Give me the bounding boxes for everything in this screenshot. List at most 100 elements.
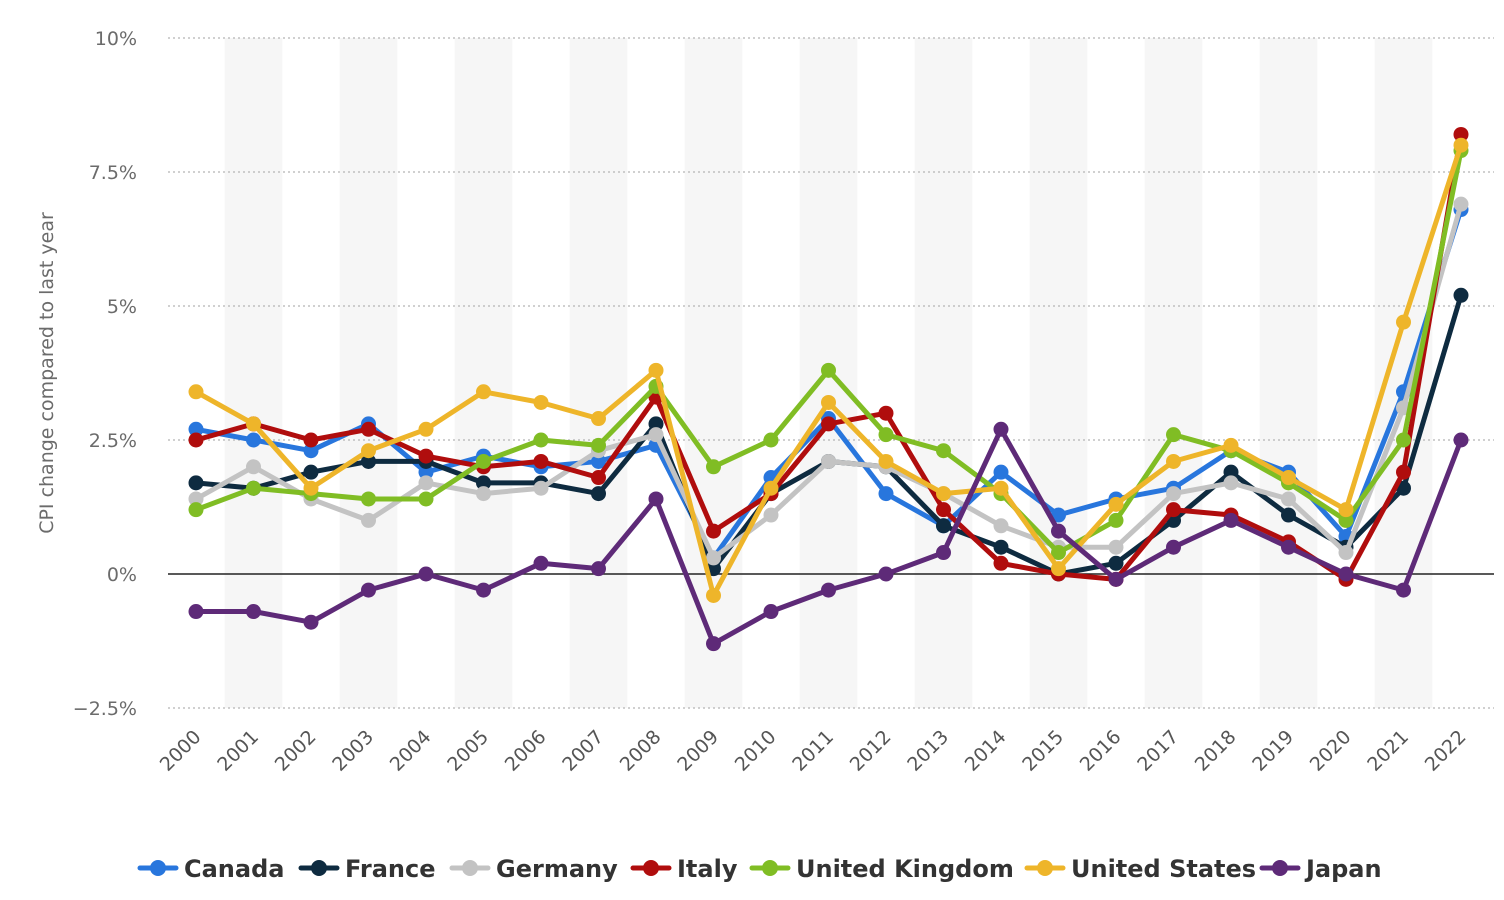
data-point [878,427,894,443]
data-point [418,566,434,582]
data-point [303,443,319,459]
data-point [476,453,491,469]
x-tick-label: 2011 [788,726,838,776]
series-japan [188,421,1469,652]
data-point [763,480,779,496]
data-point [591,470,606,486]
legend-label: United States [1071,855,1256,883]
x-tick-label: 2005 [443,726,493,776]
legend-swatch-marker [462,860,478,876]
data-point [418,421,434,437]
data-point [591,561,606,577]
data-point [361,453,376,469]
legend-label: Canada [184,855,284,883]
column-band [339,38,398,708]
data-point [648,416,664,432]
legend-label: France [345,855,435,883]
column-band [569,38,628,708]
data-point [591,453,606,469]
data-point [1281,539,1296,555]
legend-item: Canada [137,855,284,883]
data-point [1108,555,1124,571]
data-point [591,437,606,453]
legend: Canada France Germany Italy United Kingdom Un… [137,855,1382,883]
data-point [1223,475,1239,491]
data-point [591,411,606,427]
column-band [914,38,973,708]
data-point [1453,287,1469,303]
legend-item: United States [1024,855,1256,883]
series-lines [188,126,1469,652]
data-point [1166,502,1181,518]
column-band [1144,38,1203,708]
data-point [936,443,951,459]
data-point [763,604,779,620]
data-point [1166,486,1181,502]
legend-item: Japan [1259,855,1382,883]
x-tick-label: 2018 [1191,726,1241,776]
data-point [188,384,204,400]
y-tick-label: 2.5% [89,430,137,452]
x-tick-label: 2019 [1248,726,1298,776]
data-point [878,486,894,502]
y-tick-label: −2.5% [73,698,137,720]
data-point [706,636,721,652]
data-point [188,604,204,620]
data-point [878,453,894,469]
data-point [1108,512,1124,528]
x-tick-label: 2009 [673,726,723,776]
data-point [1281,507,1296,523]
legend-label: United Kingdom [796,855,1014,883]
data-point [1338,545,1354,561]
data-point [188,502,204,518]
data-point [821,582,836,598]
data-point [821,362,836,378]
data-point [246,459,261,475]
data-point [648,427,664,443]
x-tick-label: 2017 [1133,726,1183,776]
data-point [1396,582,1411,598]
y-axis-label: CPI change compared to last year [36,212,58,534]
data-point [706,459,721,475]
data-point [188,432,204,448]
data-point [821,416,836,432]
data-point [361,443,376,459]
data-point [993,518,1009,534]
data-point [361,582,376,598]
data-point [188,491,204,507]
data-point [533,432,549,448]
legend-swatch-marker [643,860,659,876]
legend-label: Italy [677,855,738,883]
legend-swatch-marker [762,860,778,876]
legend-item: France [298,855,435,883]
gridlines [168,37,1494,709]
legend-swatch-marker [1037,860,1053,876]
data-point [1108,539,1124,555]
data-point [418,475,434,491]
y-tick-label: 0% [107,564,137,586]
legend-item: Italy [630,855,738,883]
data-point [303,432,319,448]
data-point [993,421,1009,437]
column-band [224,38,283,708]
x-tick-label: 2003 [328,726,378,776]
x-tick-label: 2015 [1018,726,1068,776]
data-point [533,453,549,469]
data-point [303,480,319,496]
data-point [188,421,204,437]
column-band [1029,38,1088,708]
legend-item: United Kingdom [749,855,1014,883]
x-tick-label: 2006 [501,726,551,776]
data-point [246,604,261,620]
data-point [1108,571,1124,587]
x-tick-label: 2022 [1421,726,1471,776]
data-point [1453,137,1469,153]
data-point [1051,561,1066,577]
data-point [1166,427,1181,443]
data-point [303,464,319,480]
data-point [476,582,491,598]
data-point [1108,496,1124,512]
data-point [188,475,204,491]
legend-item: Germany [449,855,618,883]
